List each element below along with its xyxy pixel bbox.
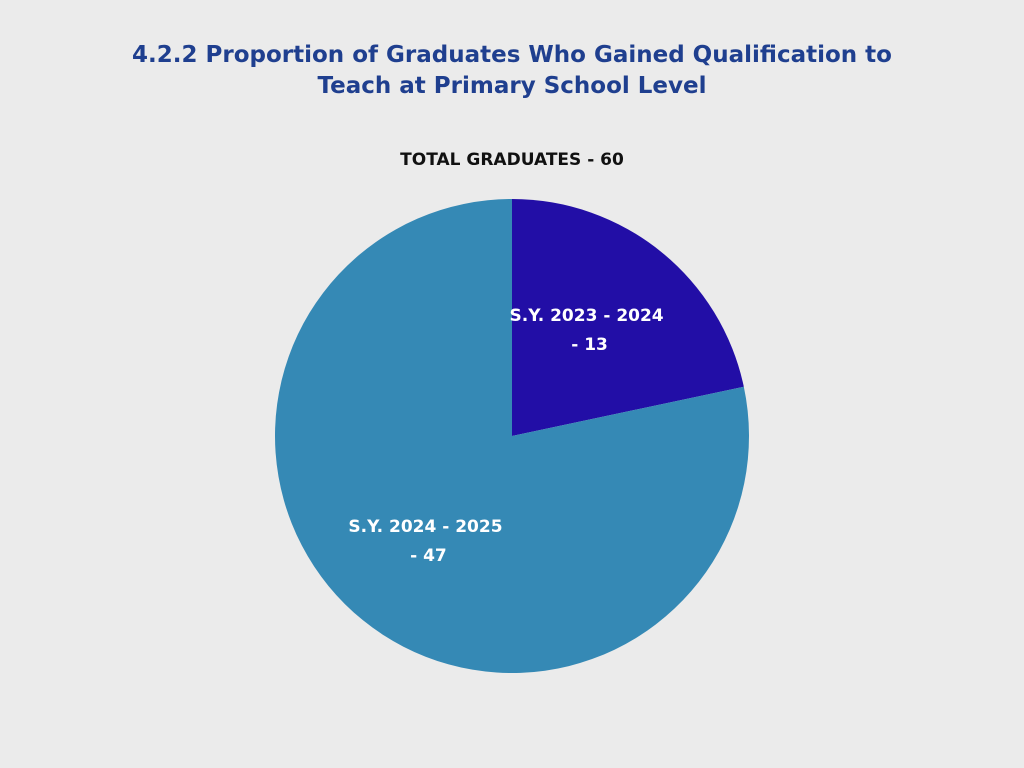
pie-slice-sy-2023-2024	[512, 199, 744, 436]
chart-title: 4.2.2 Proportion of Graduates Who Gained…	[132, 42, 892, 99]
pie-label-sy-2023-2024-line2: - 13	[571, 335, 608, 355]
pie-label-sy-2023-2024-line1: S.Y. 2023 - 2024	[510, 306, 664, 326]
pie-slice-sy-2024-2025	[274, 199, 749, 673]
pie-label-sy-2023-2024: S.Y. 2023 - 2024 - 13	[510, 306, 670, 355]
pie-label-sy-2024-2025-line2: - 47	[410, 546, 447, 566]
pie-label-sy-2024-2025-line1: S.Y. 2024 - 2025	[348, 517, 502, 537]
pie-label-sy-2024-2025: S.Y. 2024 - 2025 - 47	[348, 517, 508, 566]
chart-subtitle: TOTAL GRADUATES - 60	[400, 150, 624, 170]
